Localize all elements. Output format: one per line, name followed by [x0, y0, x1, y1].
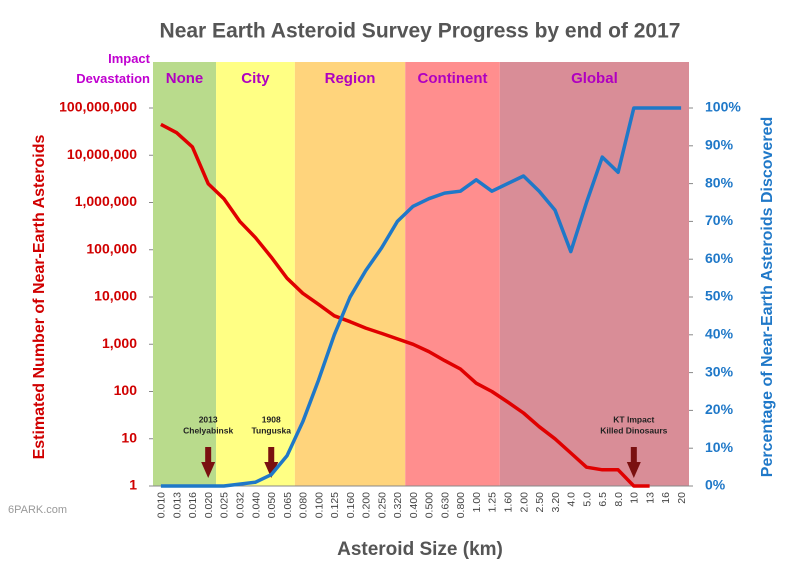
- x-tick-label: 4.0: [566, 492, 578, 507]
- band-label: Region: [325, 70, 376, 87]
- x-tick-label: 20: [676, 492, 688, 504]
- band-label: Global: [571, 70, 618, 87]
- y2-tick-label: 90%: [705, 137, 734, 153]
- data-line: [160, 106, 682, 488]
- x-tick-label: 0.065: [282, 492, 294, 518]
- y-tick-label: 100,000: [86, 240, 137, 256]
- x-tick-label: 0.050: [266, 492, 278, 518]
- impact-band: [294, 62, 406, 486]
- y-tick-label: 10,000,000: [67, 146, 137, 162]
- y-tick-label: 1,000: [102, 335, 137, 351]
- x-tick-label: 13: [644, 492, 656, 504]
- band-label: Continent: [418, 70, 488, 87]
- band-title-line: Impact: [108, 51, 151, 66]
- y2-tick-label: 10%: [705, 439, 734, 455]
- y-tick-label: 10,000: [94, 288, 137, 304]
- arrow-head: [626, 462, 641, 478]
- x-tick-label: 0.016: [187, 492, 199, 518]
- band-title-line: Devastation: [76, 71, 150, 86]
- x-axis-title: Asteroid Size (km): [337, 539, 503, 560]
- x-tick-label: 0.125: [329, 492, 341, 518]
- x-tick-label: 0.160: [345, 492, 357, 518]
- annotation: 1908: [262, 414, 281, 424]
- x-tick-label: 10: [629, 492, 641, 504]
- x-tick-label: 16: [660, 492, 672, 504]
- y-tick-label: 1,000,000: [75, 193, 137, 209]
- x-tick-label: 6.5: [597, 492, 609, 507]
- x-tick-label: 0.200: [361, 492, 373, 518]
- x-tick-label: 0.032: [234, 492, 246, 518]
- impact-band: [499, 62, 689, 486]
- x-tick-label: 0.250: [376, 492, 388, 518]
- watermark: 6PARK.com: [8, 504, 67, 516]
- y2-tick-label: 0%: [705, 477, 726, 493]
- y-tick-label: 10: [121, 429, 137, 445]
- impact-band: [153, 62, 217, 486]
- band-label: City: [241, 70, 270, 87]
- x-tick-label: 0.020: [203, 492, 215, 518]
- y2-tick-label: 60%: [705, 250, 734, 266]
- arrow-head: [201, 462, 216, 478]
- y2-tick-label: 20%: [705, 401, 734, 417]
- band-title: Impact Devastation: [76, 51, 150, 86]
- annotation: Killed Dinosaurs: [600, 425, 667, 435]
- x-tick-label: 0.800: [455, 492, 467, 518]
- chart-title: Near Earth Asteroid Survey Progress by e…: [160, 20, 681, 43]
- y-tick-label: 1: [129, 477, 137, 493]
- y2-tick-label: 40%: [705, 326, 734, 342]
- x-tick-label: 0.500: [424, 492, 436, 518]
- annotation: Chelyabinsk: [183, 425, 233, 435]
- x-tick-label: 0.010: [156, 492, 168, 518]
- x-tick-label: 3.20: [550, 492, 562, 513]
- x-tick-label: 0.400: [408, 492, 420, 518]
- x-tick-label: 2.50: [534, 492, 546, 513]
- y2-tick-label: 80%: [705, 174, 734, 190]
- x-tick-label: 1.60: [502, 492, 514, 513]
- x-tick-label: 0.013: [171, 492, 183, 518]
- x-tick-label: 1.00: [471, 492, 483, 513]
- x-tick-label: 2.00: [518, 492, 530, 513]
- arrow-shaft: [205, 447, 212, 464]
- y2-tick-label: 50%: [705, 288, 734, 304]
- y2-tick-label: 70%: [705, 212, 734, 228]
- arrow-shaft: [630, 447, 637, 464]
- annotation: 2013: [199, 414, 218, 424]
- y2-axis-title: Percentage of Near-Earth Asteroids Disco…: [759, 117, 776, 477]
- x-tick-label: 0.040: [250, 492, 262, 518]
- x-tick-label: 0.080: [298, 492, 310, 518]
- annotation: KT Impact: [613, 414, 654, 424]
- band-label: None: [166, 70, 204, 87]
- data-line: [160, 122, 650, 488]
- x-tick-label: 0.320: [392, 492, 404, 518]
- y-axis-title: Estimated Number of Near-Earth Asteroids: [31, 134, 48, 459]
- arrow-head: [264, 462, 279, 478]
- x-tick-label: 0.630: [439, 492, 451, 518]
- x-tick-label: 0.100: [313, 492, 325, 518]
- x-tick-label: 0.025: [219, 492, 231, 518]
- annotation: Tunguska: [251, 425, 291, 435]
- y-tick-label: 100: [114, 382, 138, 398]
- impact-band: [405, 62, 500, 486]
- y-tick-label: 100,000,000: [59, 99, 137, 115]
- y2-tick-label: 30%: [705, 363, 734, 379]
- x-tick-label: 8.0: [613, 492, 625, 507]
- arrow-shaft: [268, 447, 275, 464]
- x-tick-label: 1.25: [487, 492, 499, 513]
- y2-tick-label: 100%: [705, 99, 741, 115]
- x-tick-label: 5.0: [581, 492, 593, 507]
